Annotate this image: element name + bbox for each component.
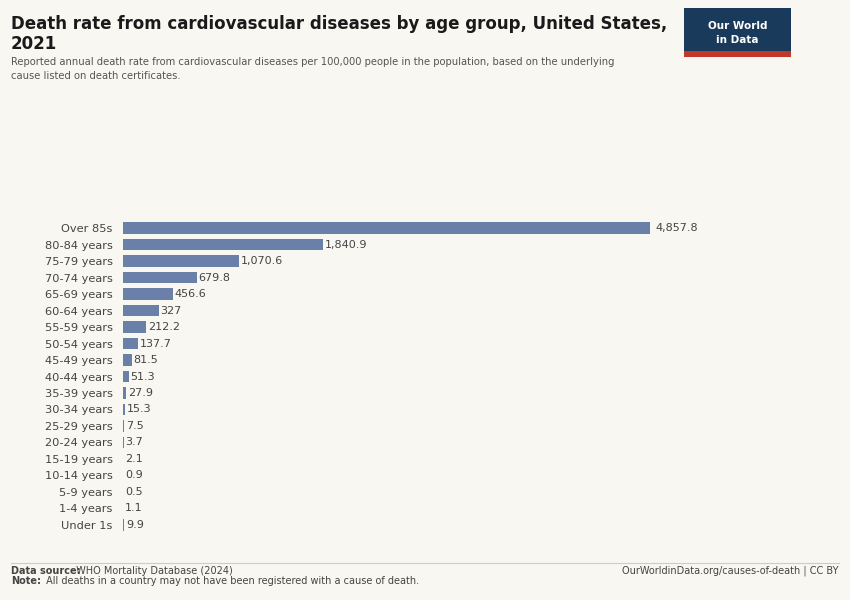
Text: 212.2: 212.2 (148, 322, 180, 332)
Text: 327: 327 (161, 305, 182, 316)
Text: 4,857.8: 4,857.8 (655, 223, 698, 233)
Text: 1,070.6: 1,070.6 (241, 256, 283, 266)
Text: Note:: Note: (11, 576, 41, 586)
Bar (123, 371, 129, 382)
Text: in Data: in Data (716, 35, 758, 45)
Bar (123, 289, 173, 300)
Text: 3.7: 3.7 (125, 437, 143, 448)
Text: WHO Mortality Database (2024): WHO Mortality Database (2024) (73, 566, 233, 576)
Text: 27.9: 27.9 (128, 388, 153, 398)
Text: 2021: 2021 (11, 35, 57, 53)
Bar (123, 239, 323, 250)
Text: 456.6: 456.6 (174, 289, 207, 299)
Text: 137.7: 137.7 (139, 338, 172, 349)
Bar (123, 223, 650, 234)
Bar (123, 321, 146, 333)
Text: 51.3: 51.3 (130, 371, 155, 382)
Bar (123, 338, 139, 349)
Text: 0.5: 0.5 (125, 487, 143, 497)
Text: 2.1: 2.1 (125, 454, 143, 464)
Text: 1.1: 1.1 (125, 503, 143, 514)
Text: Our World: Our World (707, 22, 767, 31)
Bar (123, 519, 124, 530)
Text: All deaths in a country may not have been registered with a cause of death.: All deaths in a country may not have bee… (43, 576, 420, 586)
Text: OurWorldinData.org/causes-of-death | CC BY: OurWorldinData.org/causes-of-death | CC … (622, 566, 839, 576)
Bar (123, 272, 197, 283)
Text: 0.9: 0.9 (125, 470, 143, 481)
Text: Death rate from cardiovascular diseases by age group, United States,: Death rate from cardiovascular diseases … (11, 15, 667, 33)
Text: 679.8: 679.8 (199, 272, 230, 283)
Text: 15.3: 15.3 (127, 404, 151, 415)
Text: Data source:: Data source: (11, 566, 81, 576)
Bar (123, 404, 125, 415)
Bar (123, 387, 127, 399)
Bar (123, 354, 132, 366)
Bar (123, 256, 240, 267)
Text: 1,840.9: 1,840.9 (325, 239, 367, 250)
Text: Reported annual death rate from cardiovascular diseases per 100,000 people in th: Reported annual death rate from cardiova… (11, 57, 615, 80)
Text: 9.9: 9.9 (126, 520, 144, 530)
Text: 7.5: 7.5 (126, 421, 144, 431)
Text: 81.5: 81.5 (133, 355, 158, 365)
Bar (123, 305, 159, 316)
